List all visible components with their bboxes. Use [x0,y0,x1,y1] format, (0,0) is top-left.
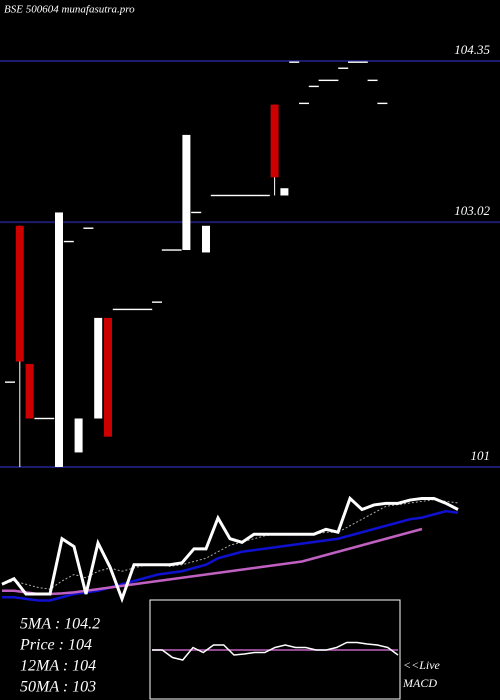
candle-body [308,85,319,88]
ma-line [1,499,459,590]
stat-label: 5MA : 104.2 [20,616,100,633]
candle-body [15,225,24,362]
candle-body [5,381,15,383]
candle-body [34,417,45,420]
candle-body [259,194,270,197]
candle-body [202,225,210,253]
candle-body [210,194,221,197]
candle-body [63,240,74,243]
candle-body [44,417,55,420]
candle-body [240,194,251,197]
candle-body [289,61,300,63]
candle-body [270,104,279,178]
candle-body [74,418,83,453]
candle-body [377,102,388,105]
candle-body [104,317,112,437]
ma-line [2,509,459,602]
candle-body [161,249,172,251]
candle-body [367,79,378,82]
y-tick-label: 104.35 [454,42,490,57]
candle-body [55,212,63,467]
macd-label: <<Live [403,658,441,672]
candle-body [328,79,339,82]
candle-body [191,211,202,214]
chart-title: BSE 500604 munafasutra.pro [4,4,135,16]
candle-body [220,194,231,197]
stat-label: 50MA : 103 [20,679,96,696]
price-line [1,495,459,604]
candle-body [348,61,358,63]
candle-body [318,79,329,82]
macd-line [152,641,399,661]
candle-body [132,308,143,311]
candle-body [94,317,103,419]
ma-line [2,527,423,596]
candle-body [230,194,241,197]
candle-body [122,308,133,311]
y-tick-label: 103.02 [454,203,490,218]
candle-body [338,67,349,69]
candle-body [280,188,289,196]
stat-label: Price : 104 [19,637,92,654]
stat-label: 12MA : 104 [20,658,96,675]
candle-body [357,61,368,63]
candle-body [152,301,162,303]
candle-body [83,227,94,229]
candle-body [182,134,191,251]
macd-label: MACD [402,676,437,690]
candle-body [142,308,153,311]
candle-body [25,363,34,419]
macd-box [149,599,401,700]
y-tick-label: 101 [471,448,491,463]
candle-body [299,102,309,105]
candle-body [171,249,182,251]
candle-body [250,194,260,197]
candle-body [112,308,123,311]
